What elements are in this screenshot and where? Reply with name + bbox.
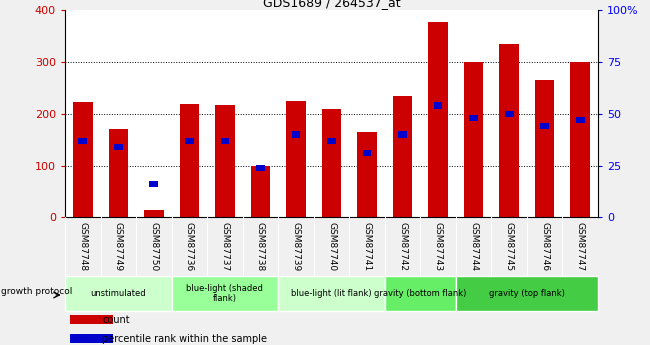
Text: GSM87740: GSM87740 [327,222,336,271]
Text: GSM87737: GSM87737 [220,222,229,271]
Bar [327,138,336,144]
Bar [393,96,412,217]
Bar [540,123,549,129]
Bar [286,101,306,217]
Text: GSM87739: GSM87739 [291,222,300,271]
Text: GSM87747: GSM87747 [576,222,585,271]
Bar [363,150,371,156]
Bar [322,109,341,217]
Bar [79,138,87,144]
Bar [398,131,407,138]
Text: blue-light (shaded
flank): blue-light (shaded flank) [187,284,263,303]
Bar [73,102,92,217]
Bar [464,62,484,217]
Bar [70,334,112,343]
Bar [456,276,598,310]
Bar [150,181,158,187]
Bar [109,129,128,217]
Text: GSM87748: GSM87748 [78,222,87,271]
Bar [469,115,478,121]
Text: GSM87736: GSM87736 [185,222,194,271]
Bar [358,132,377,217]
Bar [70,315,112,324]
Bar [278,276,385,310]
Bar [385,276,456,310]
Bar [535,80,554,217]
Bar [256,165,265,171]
Bar [251,166,270,217]
Text: GSM87744: GSM87744 [469,222,478,271]
Text: blue-light (lit flank): blue-light (lit flank) [291,289,372,298]
Bar [220,138,229,144]
Bar [215,105,235,217]
Text: percentile rank within the sample: percentile rank within the sample [102,334,267,344]
Text: GSM87742: GSM87742 [398,222,407,271]
Bar [428,22,448,217]
Bar [434,102,443,109]
Text: growth protocol: growth protocol [1,287,73,296]
Text: GSM87746: GSM87746 [540,222,549,271]
Text: GSM87738: GSM87738 [256,222,265,271]
Text: GSM87743: GSM87743 [434,222,443,271]
Text: GSM87750: GSM87750 [150,222,159,271]
Bar [185,138,194,144]
Bar [179,104,199,217]
Text: gravity (bottom flank): gravity (bottom flank) [374,289,467,298]
Bar [505,111,514,117]
Bar [576,117,584,123]
Bar [499,44,519,217]
Bar [144,209,164,217]
Text: unstimulated: unstimulated [90,289,146,298]
Text: GSM87745: GSM87745 [504,222,514,271]
Text: count: count [102,315,130,325]
Bar [65,276,172,310]
Bar [114,144,123,150]
Text: GSM87749: GSM87749 [114,222,123,271]
Bar [292,131,300,138]
Bar [571,62,590,217]
Text: gravity (top flank): gravity (top flank) [489,289,565,298]
Title: GDS1689 / 264537_at: GDS1689 / 264537_at [263,0,400,9]
Bar [172,276,278,310]
Text: GSM87741: GSM87741 [363,222,372,271]
